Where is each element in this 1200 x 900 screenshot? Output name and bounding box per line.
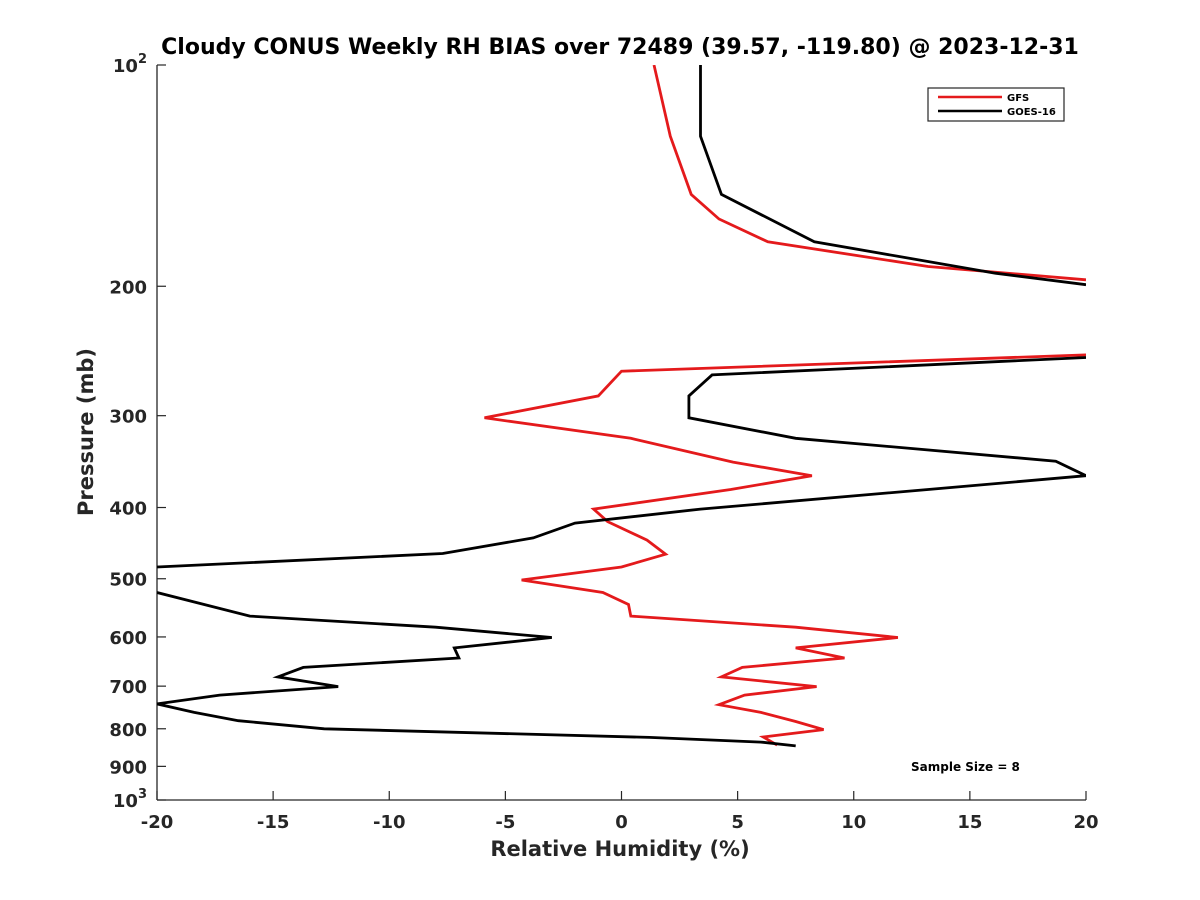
series-group [157,65,1086,748]
legend-label-goes16: GOES-16 [1007,107,1056,118]
y-axis-label: Pressure (mb) [74,348,98,516]
x-tick-label: 15 [957,812,982,833]
x-tick-label: -5 [495,812,515,833]
x-tick-label: -15 [257,812,290,833]
y-tick-label: 500 [109,570,147,591]
x-axis-label: Relative Humidity (%) [490,837,749,861]
x-tick-label: -10 [373,812,406,833]
y-tick-label: 400 [109,499,147,520]
y-tick-label: 600 [109,628,147,649]
legend-label-gfs: GFS [1007,93,1029,104]
x-tick-label: 20 [1073,812,1098,833]
y-tick-label: 200 [109,277,147,298]
series-goes-16 [157,65,1086,748]
y-axis: 102 200 300 400 500 600 700 800 900 103 [109,52,166,812]
y-tick-label: 103 [113,787,147,812]
x-axis: -20 -15 -10 -5 0 5 10 15 20 [141,791,1099,833]
series-line-segment [157,356,1086,569]
y-tick-label: 800 [109,720,147,741]
series-line-segment [157,591,796,748]
y-tick-label: 900 [109,757,147,778]
x-tick-label: 5 [731,812,744,833]
series-line-segment [484,353,1086,747]
legend-box [927,87,1065,122]
x-tick-label: 0 [615,812,628,833]
x-tick-label: -20 [141,812,174,833]
series-line-segment [652,65,1086,282]
x-tick-label: 10 [841,812,866,833]
series-line-segment [699,65,1086,287]
y-tick-label: 300 [109,407,147,428]
sample-size-annotation: Sample Size = 8 [911,760,1020,774]
legend: GFS GOES-16 [927,87,1065,122]
y-tick-label: 700 [109,677,147,698]
y-tick-label: 102 [113,52,147,77]
chart-title: Cloudy CONUS Weekly RH BIAS over 72489 (… [161,35,1079,60]
series-gfs [484,65,1086,747]
